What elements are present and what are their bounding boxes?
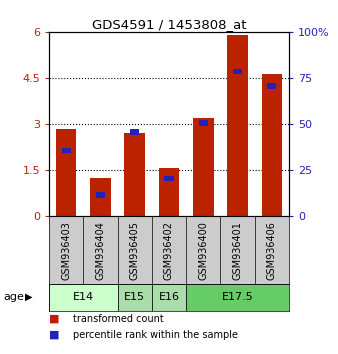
Bar <box>227 35 248 216</box>
Bar <box>96 192 105 198</box>
Bar <box>164 176 174 181</box>
Bar <box>152 284 186 310</box>
Bar <box>90 178 111 216</box>
Text: GSM936406: GSM936406 <box>267 222 277 280</box>
Bar <box>262 74 282 216</box>
Bar <box>130 130 139 135</box>
Bar <box>118 284 152 310</box>
Text: GSM936402: GSM936402 <box>164 222 174 280</box>
Text: E17.5: E17.5 <box>222 292 254 302</box>
Bar <box>193 119 214 216</box>
Bar <box>233 69 242 74</box>
Bar <box>159 167 179 216</box>
Title: GDS4591 / 1453808_at: GDS4591 / 1453808_at <box>92 18 246 31</box>
Bar <box>186 284 289 310</box>
Text: ▶: ▶ <box>25 292 33 302</box>
Text: transformed count: transformed count <box>73 314 163 324</box>
Bar <box>49 284 118 310</box>
Text: ■: ■ <box>49 330 59 340</box>
Text: GSM936400: GSM936400 <box>198 222 208 280</box>
Text: GSM936405: GSM936405 <box>130 222 140 280</box>
Bar <box>267 84 276 89</box>
Bar <box>199 120 208 126</box>
Bar <box>124 132 145 216</box>
Text: E15: E15 <box>124 292 145 302</box>
Text: GSM936401: GSM936401 <box>233 222 243 280</box>
Text: ■: ■ <box>49 314 59 324</box>
Text: percentile rank within the sample: percentile rank within the sample <box>73 330 238 340</box>
Text: GSM936403: GSM936403 <box>61 222 71 280</box>
Text: E16: E16 <box>159 292 179 302</box>
Bar <box>62 148 71 153</box>
Bar <box>56 129 76 216</box>
Text: E14: E14 <box>73 292 94 302</box>
Text: age: age <box>3 292 24 302</box>
Text: GSM936404: GSM936404 <box>95 222 105 280</box>
